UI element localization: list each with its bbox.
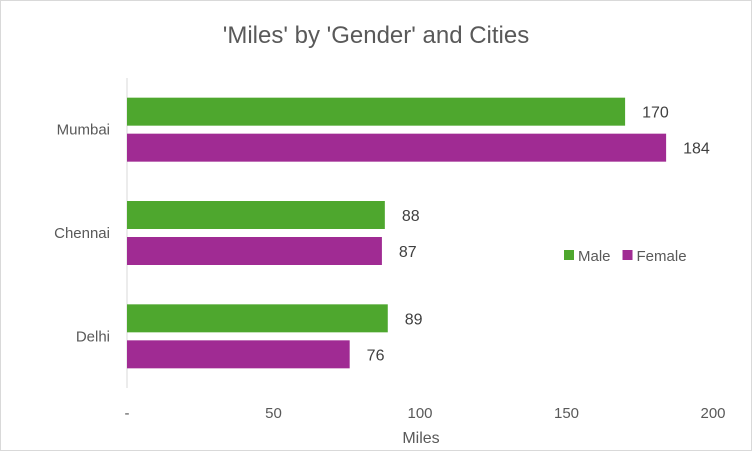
x-tick-label: 200	[700, 405, 725, 422]
data-labels-layer: 170 184 88 87 89 76	[367, 105, 710, 365]
bar-female-delhi	[127, 340, 350, 369]
data-label: 76	[367, 347, 385, 364]
category-labels-layer: Mumbai Chennai Delhi	[54, 122, 110, 346]
x-tick-label: 50	[265, 405, 282, 422]
legend-swatch-male	[564, 250, 574, 260]
data-label: 89	[405, 311, 423, 328]
bar-female-mumbai	[127, 133, 667, 162]
bar-male-chennai	[127, 201, 385, 229]
chart-title: 'Miles' by 'Gender' and Cities	[223, 22, 529, 49]
category-label: Delhi	[76, 328, 110, 345]
legend-label-female: Female	[637, 248, 687, 265]
legend: Male Female	[564, 248, 687, 265]
bar-male-delhi	[127, 304, 388, 333]
data-label: 170	[642, 105, 669, 122]
bar-male-mumbai	[127, 97, 626, 126]
legend-swatch-female	[622, 250, 633, 260]
x-tick-labels-layer: - 50 100 150 200	[125, 405, 726, 422]
bar-female-chennai	[127, 237, 382, 265]
bars-layer	[127, 97, 667, 369]
data-label: 184	[683, 141, 710, 158]
data-label: 87	[399, 244, 417, 261]
category-label: Chennai	[54, 225, 110, 242]
category-label: Mumbai	[57, 122, 110, 139]
x-axis-title: Miles	[402, 430, 439, 447]
data-label: 88	[402, 208, 420, 225]
x-tick-label: 150	[554, 405, 579, 422]
legend-label-male: Male	[578, 248, 611, 265]
x-tick-label: 100	[407, 405, 432, 422]
x-tick-label: -	[125, 405, 130, 422]
